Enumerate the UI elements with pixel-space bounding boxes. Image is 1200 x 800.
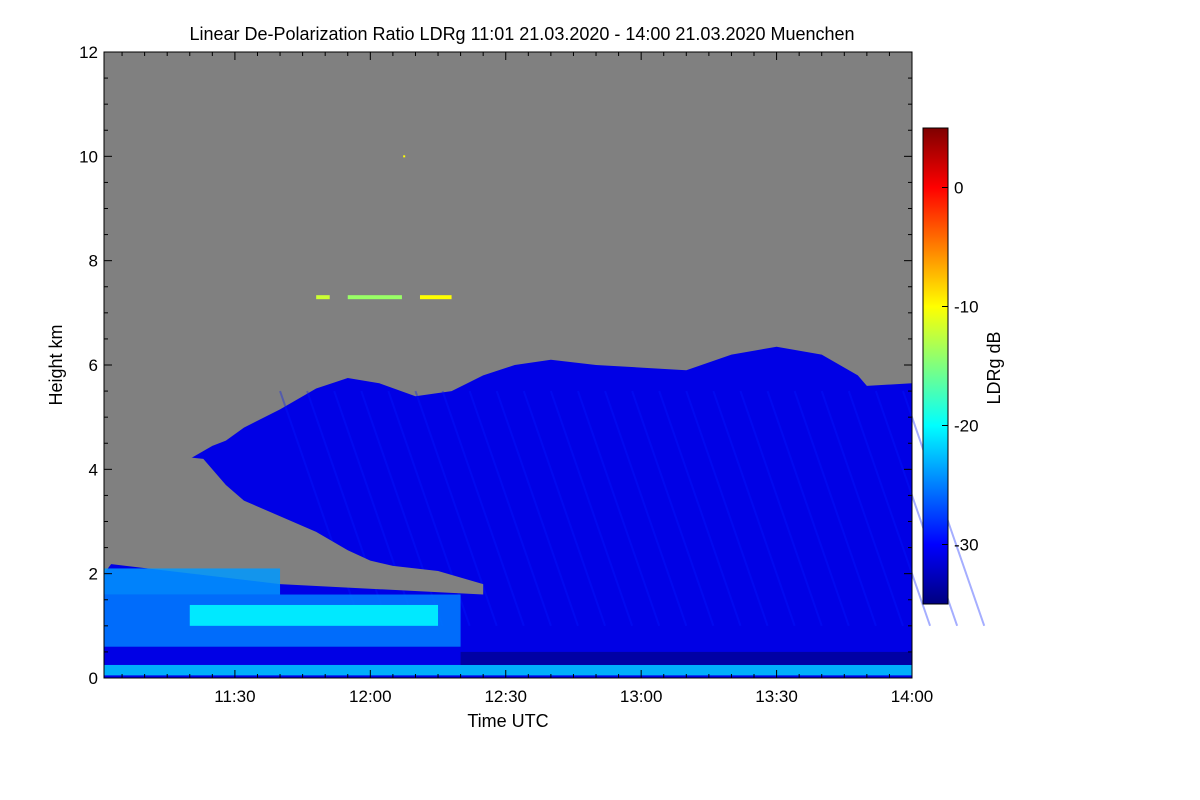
fall-streak	[793, 390, 877, 627]
fall-streak	[577, 390, 661, 627]
low-aerosol-layers	[104, 568, 912, 676]
plot-area	[103, 51, 986, 679]
colorbar-gradient	[922, 127, 949, 605]
y-axis: 0 2 4 6 8 10 12	[79, 43, 912, 688]
fall-streak	[712, 390, 796, 627]
fall-streak	[549, 390, 634, 627]
x-axis-label: Time UTC	[467, 711, 548, 731]
fall-streak	[604, 390, 688, 627]
ldr-texture	[279, 390, 986, 627]
colorbar-tick-label: 0	[954, 179, 963, 198]
low-layer-band	[460, 651, 912, 665]
x-axis: 11:30 12:00 12:30 13:00 13:30 14:00	[121, 52, 934, 706]
fall-streak	[495, 390, 579, 627]
fall-streak	[468, 390, 552, 627]
colorbar: 0 -10 -20 -30 LDRg dB	[922, 127, 1004, 605]
low-layer-band	[189, 604, 439, 626]
colorbar-tick-label: -20	[954, 417, 979, 436]
fall-streak	[766, 390, 850, 627]
no-signal-gap	[104, 448, 484, 595]
y-tick-label: 8	[89, 252, 98, 271]
fall-streak	[522, 390, 606, 627]
fall-streak	[441, 390, 525, 627]
cirrus-layer	[419, 295, 452, 300]
fall-streak	[685, 390, 769, 627]
x-tick-label: 12:30	[484, 687, 527, 706]
y-tick-label: 4	[89, 460, 98, 479]
colorbar-label: LDRg dB	[984, 331, 1004, 404]
x-tick-label: 11:30	[214, 687, 255, 706]
y-tick-label: 12	[79, 43, 98, 62]
y-axis-label: Height km	[46, 324, 66, 405]
y-tick-label: 0	[89, 669, 98, 688]
fall-streak	[739, 390, 823, 627]
y-tick-label: 6	[89, 356, 98, 375]
colorbar-tick-label: -30	[954, 536, 979, 555]
fall-streak	[658, 390, 742, 627]
x-tick-label: 13:30	[755, 687, 798, 706]
cirrus-layers	[316, 155, 452, 300]
x-tick-label: 14:00	[891, 687, 934, 706]
fall-streak	[820, 390, 904, 627]
y-tick-label: 2	[89, 565, 98, 584]
low-layer-band	[104, 664, 912, 676]
x-tick-label: 12:00	[349, 687, 392, 706]
ldr-point	[403, 155, 406, 158]
y-tick-label: 10	[79, 147, 98, 166]
cirrus-layer	[347, 295, 402, 300]
fall-streak	[847, 390, 932, 627]
colorbar-tick-label: -10	[954, 298, 979, 317]
fall-streak	[631, 390, 715, 627]
colorbar-ticks: 0 -10 -20 -30	[942, 179, 979, 555]
chart-title: Linear De-Polarization Ratio LDRg 11:01 …	[189, 24, 854, 44]
low-layer-band	[104, 568, 281, 595]
x-tick-label: 13:00	[620, 687, 663, 706]
cirrus-layer	[316, 295, 330, 300]
